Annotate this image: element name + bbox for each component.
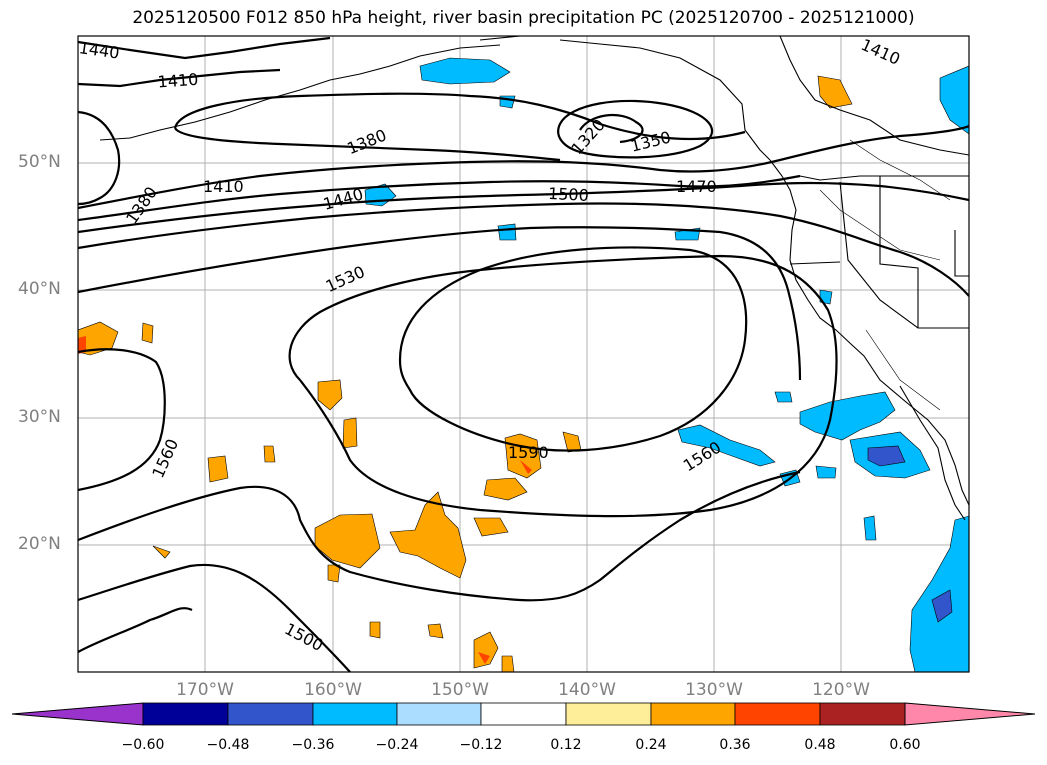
contour-label: 1410 [203,177,244,196]
coastlines [99,36,969,521]
latitude-label: 40°N [18,279,61,299]
negative-precip-areas [364,57,969,672]
colorbar-tick-label: −0.48 [206,737,250,753]
contour-label: 1500 [548,184,590,205]
colorbar-tick-label: 0.24 [635,737,667,753]
longitude-label: 150°W [431,680,489,700]
height-contours [78,36,969,672]
contour-label: 1410 [157,70,199,92]
longitude-label: 130°W [685,680,743,700]
colorbar-tick-label: −0.12 [459,737,503,753]
colorbar-tick-label: 0.60 [889,737,921,753]
colorbar-tick-label: 0.36 [719,737,751,753]
contour-label: 1470 [676,177,717,196]
colorbar-tick-label: −0.24 [375,737,419,753]
map-background [78,36,969,672]
latitude-label: 20°N [18,534,61,554]
map-title: 2025120500 F012 850 hPa height, river ba… [132,8,915,28]
longitude-label: 120°W [812,680,870,700]
colorbar-tick-label: 0.12 [550,737,582,753]
colorbar-tick-label: −0.60 [121,737,165,753]
longitude-label: 160°W [304,680,362,700]
latitude-label: 50°N [18,152,61,172]
graticule [78,36,969,672]
map-frame [77,35,970,673]
longitude-label: 170°W [176,680,234,700]
contour-label: 1590 [508,443,549,462]
latitude-label: 30°N [18,407,61,427]
longitude-label: 140°W [558,680,616,700]
internal-borders [819,139,951,411]
colorbar-tick-label: −0.36 [291,737,335,753]
colorbar-tick-label: 0.48 [804,737,836,753]
positive-precip-areas [78,75,853,672]
